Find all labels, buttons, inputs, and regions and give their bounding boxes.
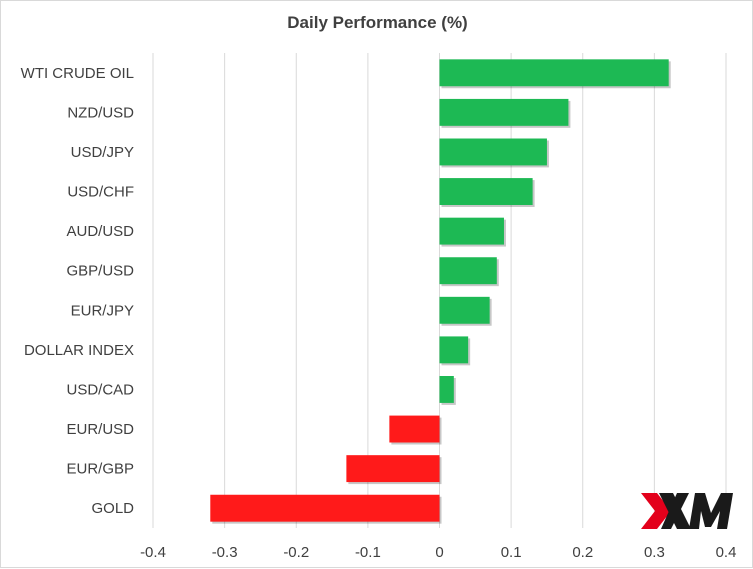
- category-label: NZD/USD: [67, 104, 134, 121]
- x-tick-label: -0.4: [140, 544, 166, 561]
- bar-usd-cad: [439, 376, 454, 403]
- bar-wti-crude-oil: [439, 59, 669, 87]
- bar-eur-usd: [389, 415, 440, 443]
- category-label: USD/CAD: [66, 381, 134, 398]
- bar-gold: [210, 494, 440, 522]
- category-labels: WTI CRUDE OIL NZD/USD USD/JPY USD/CHF AUD/US…: [21, 65, 135, 517]
- chart-title: Daily Performance (%): [287, 13, 468, 32]
- x-tick-label: -0.3: [212, 544, 238, 561]
- x-tick-label: 0: [435, 544, 443, 561]
- category-label: WTI CRUDE OIL: [21, 65, 134, 82]
- xm-logo-icon: [641, 493, 733, 529]
- bar-dollar-index: [439, 336, 469, 364]
- x-tick-label: 0.3: [644, 544, 665, 561]
- category-label: EUR/USD: [66, 421, 134, 438]
- bars: [210, 59, 671, 524]
- bar-gbp-usd: [439, 257, 497, 285]
- x-tick-label: 0.4: [716, 544, 737, 561]
- bar-usd-chf: [439, 178, 533, 205]
- x-tick-label: 0.2: [572, 544, 593, 561]
- bar-eur-jpy: [439, 296, 490, 324]
- xm-logo-m: [689, 493, 733, 529]
- xm-logo-x-stroke-2: [661, 493, 689, 529]
- bar-eur-gbp: [346, 455, 440, 483]
- category-label: DOLLAR INDEX: [24, 342, 134, 359]
- category-label: GBP/USD: [66, 263, 134, 280]
- category-label: EUR/GBP: [66, 461, 134, 478]
- category-label: USD/CHF: [67, 184, 134, 201]
- x-tick-label: 0.1: [501, 544, 522, 561]
- grid-lines: [152, 53, 727, 528]
- x-axis-tick-labels: -0.4 -0.3 -0.2 -0.1 0 0.1 0.2 0.3 0.4: [140, 544, 736, 561]
- category-label: USD/JPY: [71, 144, 134, 161]
- bar-nzd-usd: [439, 98, 569, 126]
- category-label: AUD/USD: [66, 223, 134, 240]
- bar-aud-usd: [439, 217, 504, 245]
- x-tick-label: -0.1: [355, 544, 381, 561]
- category-label: GOLD: [91, 500, 134, 517]
- x-tick-label: -0.2: [283, 544, 309, 561]
- bar-usd-jpy: [439, 138, 547, 166]
- category-label: EUR/JPY: [71, 302, 134, 319]
